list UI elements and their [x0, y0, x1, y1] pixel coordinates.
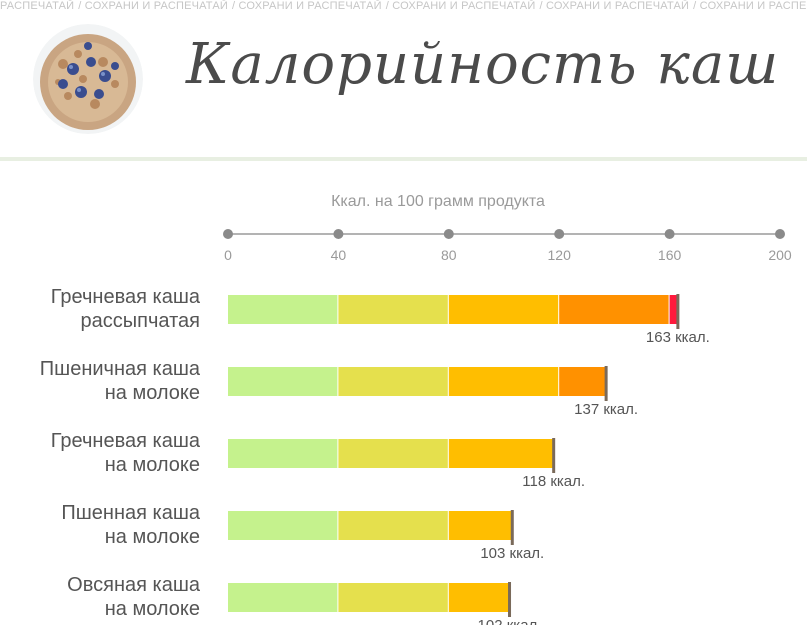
x-tick-dot [664, 229, 675, 239]
bar-segment [338, 295, 449, 324]
category-label-line: рассыпчатая [80, 310, 200, 332]
x-tick-label: 120 [548, 247, 572, 263]
category-label: Овсяная каша на молоке [0, 573, 200, 621]
category-label: Пшеничная каша на молоке [0, 357, 200, 405]
bar-segment [228, 367, 339, 396]
bar-segment [228, 295, 339, 324]
x-tick-dot [443, 229, 454, 239]
watermark-text: / СОХРАНИ И РАСПЕЧАТАЙ [232, 0, 382, 12]
category-label-line: Пшеничная каша [39, 358, 200, 380]
category-label-line: Пшенная каша [61, 502, 200, 524]
category-label-line: на молоке [104, 598, 200, 620]
category-label-line: Гречневая каша [50, 430, 200, 452]
x-tick-label: 80 [441, 247, 457, 263]
x-tick-label: 160 [658, 247, 682, 263]
category-label-line: на молоке [104, 382, 200, 404]
x-tick-label: 200 [768, 247, 792, 263]
watermark-text: / СОХРАНИ И РАСПЕЧАТАЙ [693, 0, 807, 12]
category-label-line: на молоке [104, 526, 200, 548]
watermark-text: / СОХРАНИ И РАСПЕЧАТАЙ [78, 0, 229, 12]
category-label-line: на молоке [104, 454, 200, 476]
bar-segment [669, 295, 678, 324]
divider [0, 157, 807, 161]
bar-segment [559, 295, 670, 324]
bar-end-marker [676, 294, 680, 329]
bar-segment [228, 583, 339, 612]
x-tick-dot [554, 229, 565, 239]
x-tick-dot [333, 229, 344, 239]
watermark-text: РАСПЕЧАТАЙ [0, 0, 75, 12]
bar-segment [448, 367, 560, 396]
x-axis-title: Ккал. на 100 грамм продукта [331, 193, 545, 210]
watermark-text: / СОХРАНИ И РАСПЕЧАТАЙ [539, 0, 690, 12]
category-label: Гречневая каша на молоке [0, 429, 200, 477]
watermark-text: / СОХРАНИ И РАСПЕЧАТАЙ [385, 0, 536, 12]
category-label: Пшенная каша на молоке [0, 501, 200, 549]
bar-end-marker [508, 582, 512, 617]
bar-segment [559, 367, 607, 396]
chart-title: Калорийность каш [186, 32, 780, 97]
category-label-line: Гречневая каша [50, 286, 200, 308]
bar-segment [448, 439, 554, 468]
bar-value-label: 118 ккал. [522, 473, 585, 490]
category-label: Гречневая каша рассыпчатая [0, 285, 200, 333]
watermark-banner: РАСПЕЧАТАЙ / СОХРАНИ И РАСПЕЧАТАЙ / СОХРАН… [0, 0, 807, 14]
porridge-bowl-image [33, 24, 143, 134]
bar-segment [338, 367, 449, 396]
bar-value-label: 103 ккал. [480, 545, 544, 562]
x-tick-label: 40 [331, 247, 347, 263]
bar-segment [338, 439, 449, 468]
x-tick-dot [223, 229, 233, 239]
bar-value-label: 137 ккал. [574, 401, 638, 418]
x-tick-label: 0 [224, 247, 232, 263]
bar-segment [228, 511, 339, 540]
bar-segment [448, 511, 513, 540]
bar-segment [338, 511, 449, 540]
bar-segment [338, 583, 449, 612]
bar-value-label: 163 ккал. [646, 329, 710, 346]
bar-end-marker [604, 366, 608, 401]
bar-segment [448, 295, 560, 324]
bar-end-marker [552, 438, 556, 473]
x-tick-dot [775, 229, 785, 239]
bar-segment [448, 583, 510, 612]
bar-segment [228, 439, 339, 468]
bar-end-marker [510, 510, 514, 545]
category-label-line: Овсяная каша [67, 574, 200, 596]
bar-value-label: 102 ккал. [478, 617, 542, 625]
